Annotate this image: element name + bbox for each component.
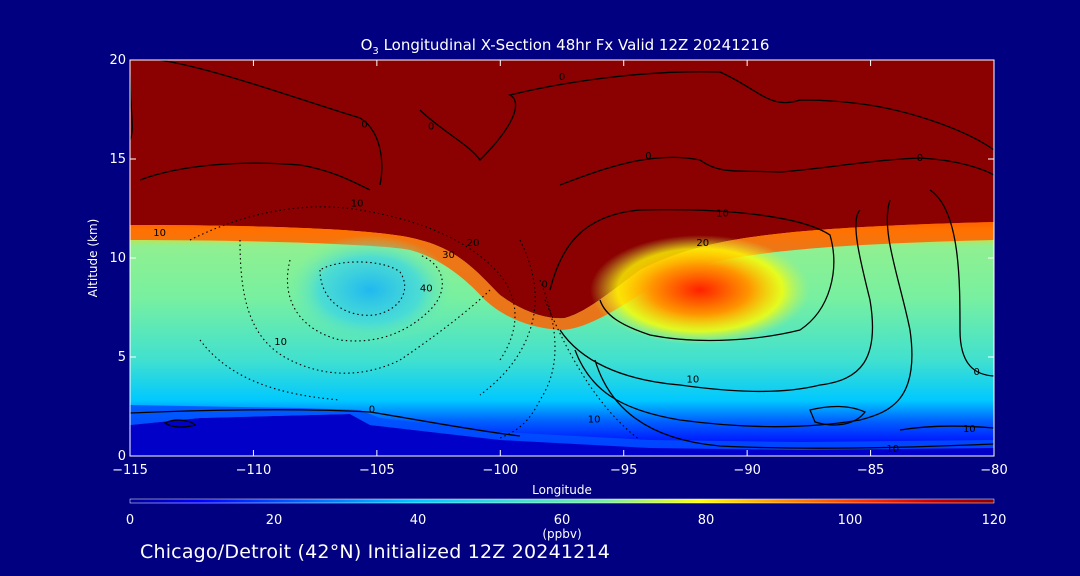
contour-label: 10 <box>351 199 364 210</box>
x-tick-label: −115 <box>112 463 148 478</box>
contour-line <box>189 206 516 361</box>
colorbar-tick-label: 20 <box>266 513 283 528</box>
contour-label: 0 <box>361 119 367 130</box>
contour-label: 0 <box>917 153 923 164</box>
y-axis-ticks: 0 5 10 15 20 <box>109 53 994 464</box>
contour-line <box>286 254 443 342</box>
contour-line <box>544 299 641 441</box>
stratospheric-ozone-region <box>130 60 994 319</box>
x-axis-label: Longitude <box>532 483 592 497</box>
x-tick-label: −90 <box>733 463 760 478</box>
colorbar-strip <box>129 498 995 504</box>
colorbar-tick-label: 80 <box>698 513 715 528</box>
contour-label: 10 <box>274 337 287 348</box>
high-ozone-lobe <box>590 235 810 345</box>
contour-line <box>559 209 874 393</box>
colorbar-unit: (ppbv) <box>542 527 581 541</box>
y-tick-label: 0 <box>118 449 126 464</box>
y-tick-label: 20 <box>109 53 126 68</box>
axes: −115 −110 −105 −100 −95 −90 −85 −80 0 5 10 15 20 Lo… <box>86 53 1008 497</box>
contour-label: 30 <box>442 250 455 261</box>
contour-line <box>479 239 536 396</box>
contour-label: 10 <box>963 424 976 435</box>
contour-label: 10 <box>686 375 699 386</box>
contour-line <box>130 409 521 437</box>
colorbar-tick-label: 100 <box>838 513 863 528</box>
contour-line <box>499 279 556 439</box>
contour-line <box>319 261 406 316</box>
colorbar-tick-label: 120 <box>982 513 1007 528</box>
contour-line <box>559 156 994 186</box>
contour-line <box>929 189 994 377</box>
contour-line <box>163 419 197 428</box>
contour-line <box>574 199 913 428</box>
contour-lines <box>130 60 994 449</box>
colorbar: 0 20 40 60 80 100 120 (ppbv) <box>126 498 1007 541</box>
contour-label: 10 <box>716 208 729 219</box>
boundary-layer-region <box>130 414 994 456</box>
colorbar-ticks: 0 20 40 60 80 100 120 <box>126 513 1007 528</box>
x-axis-ticks: −115 −110 −105 −100 −95 −90 −85 −80 <box>112 60 1008 478</box>
colorbar-tick-label: 40 <box>410 513 427 528</box>
colorbar-tick-label: 60 <box>554 513 571 528</box>
contour-line <box>594 359 994 449</box>
colorbar-tick-label: 0 <box>126 513 134 528</box>
y-tick-label: 10 <box>109 251 126 266</box>
contour-label: 40 <box>420 284 433 295</box>
contour-line <box>139 162 371 191</box>
x-tick-label: −80 <box>980 463 1007 478</box>
contour-label: 10 <box>588 414 601 425</box>
contour-label: 0 <box>542 280 548 291</box>
contour-label: 10 <box>886 444 899 455</box>
y-axis-label: Altitude (km) <box>86 219 100 298</box>
contour-labels: 0 0 0 0 0 10 10 10 20 20 30 40 0 10 10 10 0 10 10 0 <box>153 72 980 455</box>
contour-label: 20 <box>467 238 480 249</box>
contour-line <box>899 425 994 431</box>
dotted-contour-lines <box>189 206 641 441</box>
x-tick-label: −85 <box>857 463 884 478</box>
contour-label: 0 <box>645 151 651 162</box>
y-tick-label: 5 <box>118 350 126 365</box>
contour-line <box>809 405 867 426</box>
y-tick-label: 15 <box>109 152 126 167</box>
contour-line <box>159 60 383 186</box>
contour-label: 0 <box>369 404 375 415</box>
plot-area: 0 0 0 0 0 10 10 10 20 20 30 40 0 10 10 10 0 10 10 0 <box>130 60 994 456</box>
contour-label: 10 <box>153 228 166 239</box>
low-ozone-core <box>285 235 455 345</box>
contour-label: 0 <box>428 121 434 132</box>
x-tick-label: −95 <box>610 463 637 478</box>
contour-label: 0 <box>974 367 980 378</box>
lower-transition <box>130 405 994 450</box>
contour-label: 20 <box>696 238 709 249</box>
footer-caption: Chicago/Detroit (42°N) Initialized 12Z 2… <box>140 541 611 563</box>
chart-title: O3 Longitudinal X-Section 48hr Fx Valid … <box>361 36 770 57</box>
x-tick-label: −110 <box>236 463 272 478</box>
contour-label: 0 <box>559 72 565 83</box>
x-tick-label: −105 <box>359 463 395 478</box>
contour-line <box>549 209 835 342</box>
x-tick-label: −100 <box>482 463 518 478</box>
contour-line <box>419 71 994 162</box>
tropopause-transition <box>130 222 994 330</box>
